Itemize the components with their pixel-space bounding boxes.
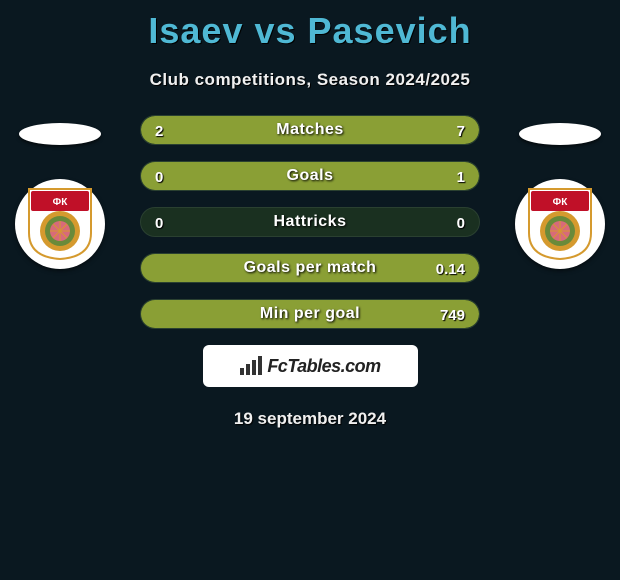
right-player-column: ФК <box>500 115 620 269</box>
svg-text:ФК: ФК <box>553 197 569 208</box>
stat-row: 00Hattricks <box>140 207 480 237</box>
svg-text:ФК: ФК <box>53 197 69 208</box>
subtitle: Club competitions, Season 2024/2025 <box>0 70 620 90</box>
player-silhouette-right <box>519 123 601 145</box>
stats-list: 27Matches 01Goals 00Hattricks 0.14Goals per… <box>140 115 480 329</box>
stat-row: 27Matches <box>140 115 480 145</box>
stat-label: Goals <box>141 162 479 190</box>
brand-label: FcTables.com <box>267 356 380 377</box>
page-title: Isaev vs Pasevich <box>0 0 620 52</box>
stat-label: Min per goal <box>141 300 479 328</box>
bar-chart-icon <box>239 356 263 376</box>
stat-label: Hattricks <box>141 208 479 236</box>
stat-row: 01Goals <box>140 161 480 191</box>
player-silhouette-left <box>19 123 101 145</box>
stat-label: Goals per match <box>141 254 479 282</box>
club-crest-right: ФК <box>515 179 605 269</box>
comparison-content: ФК ФК <box>0 115 620 429</box>
stat-label: Matches <box>141 116 479 144</box>
stat-row: 749Min per goal <box>140 299 480 329</box>
stat-row: 0.14Goals per match <box>140 253 480 283</box>
shield-icon: ФК <box>27 187 93 261</box>
shield-icon: ФК <box>527 187 593 261</box>
brand-box[interactable]: FcTables.com <box>203 345 418 387</box>
club-crest-left: ФК <box>15 179 105 269</box>
date-label: 19 september 2024 <box>0 409 620 429</box>
left-player-column: ФК <box>0 115 120 269</box>
